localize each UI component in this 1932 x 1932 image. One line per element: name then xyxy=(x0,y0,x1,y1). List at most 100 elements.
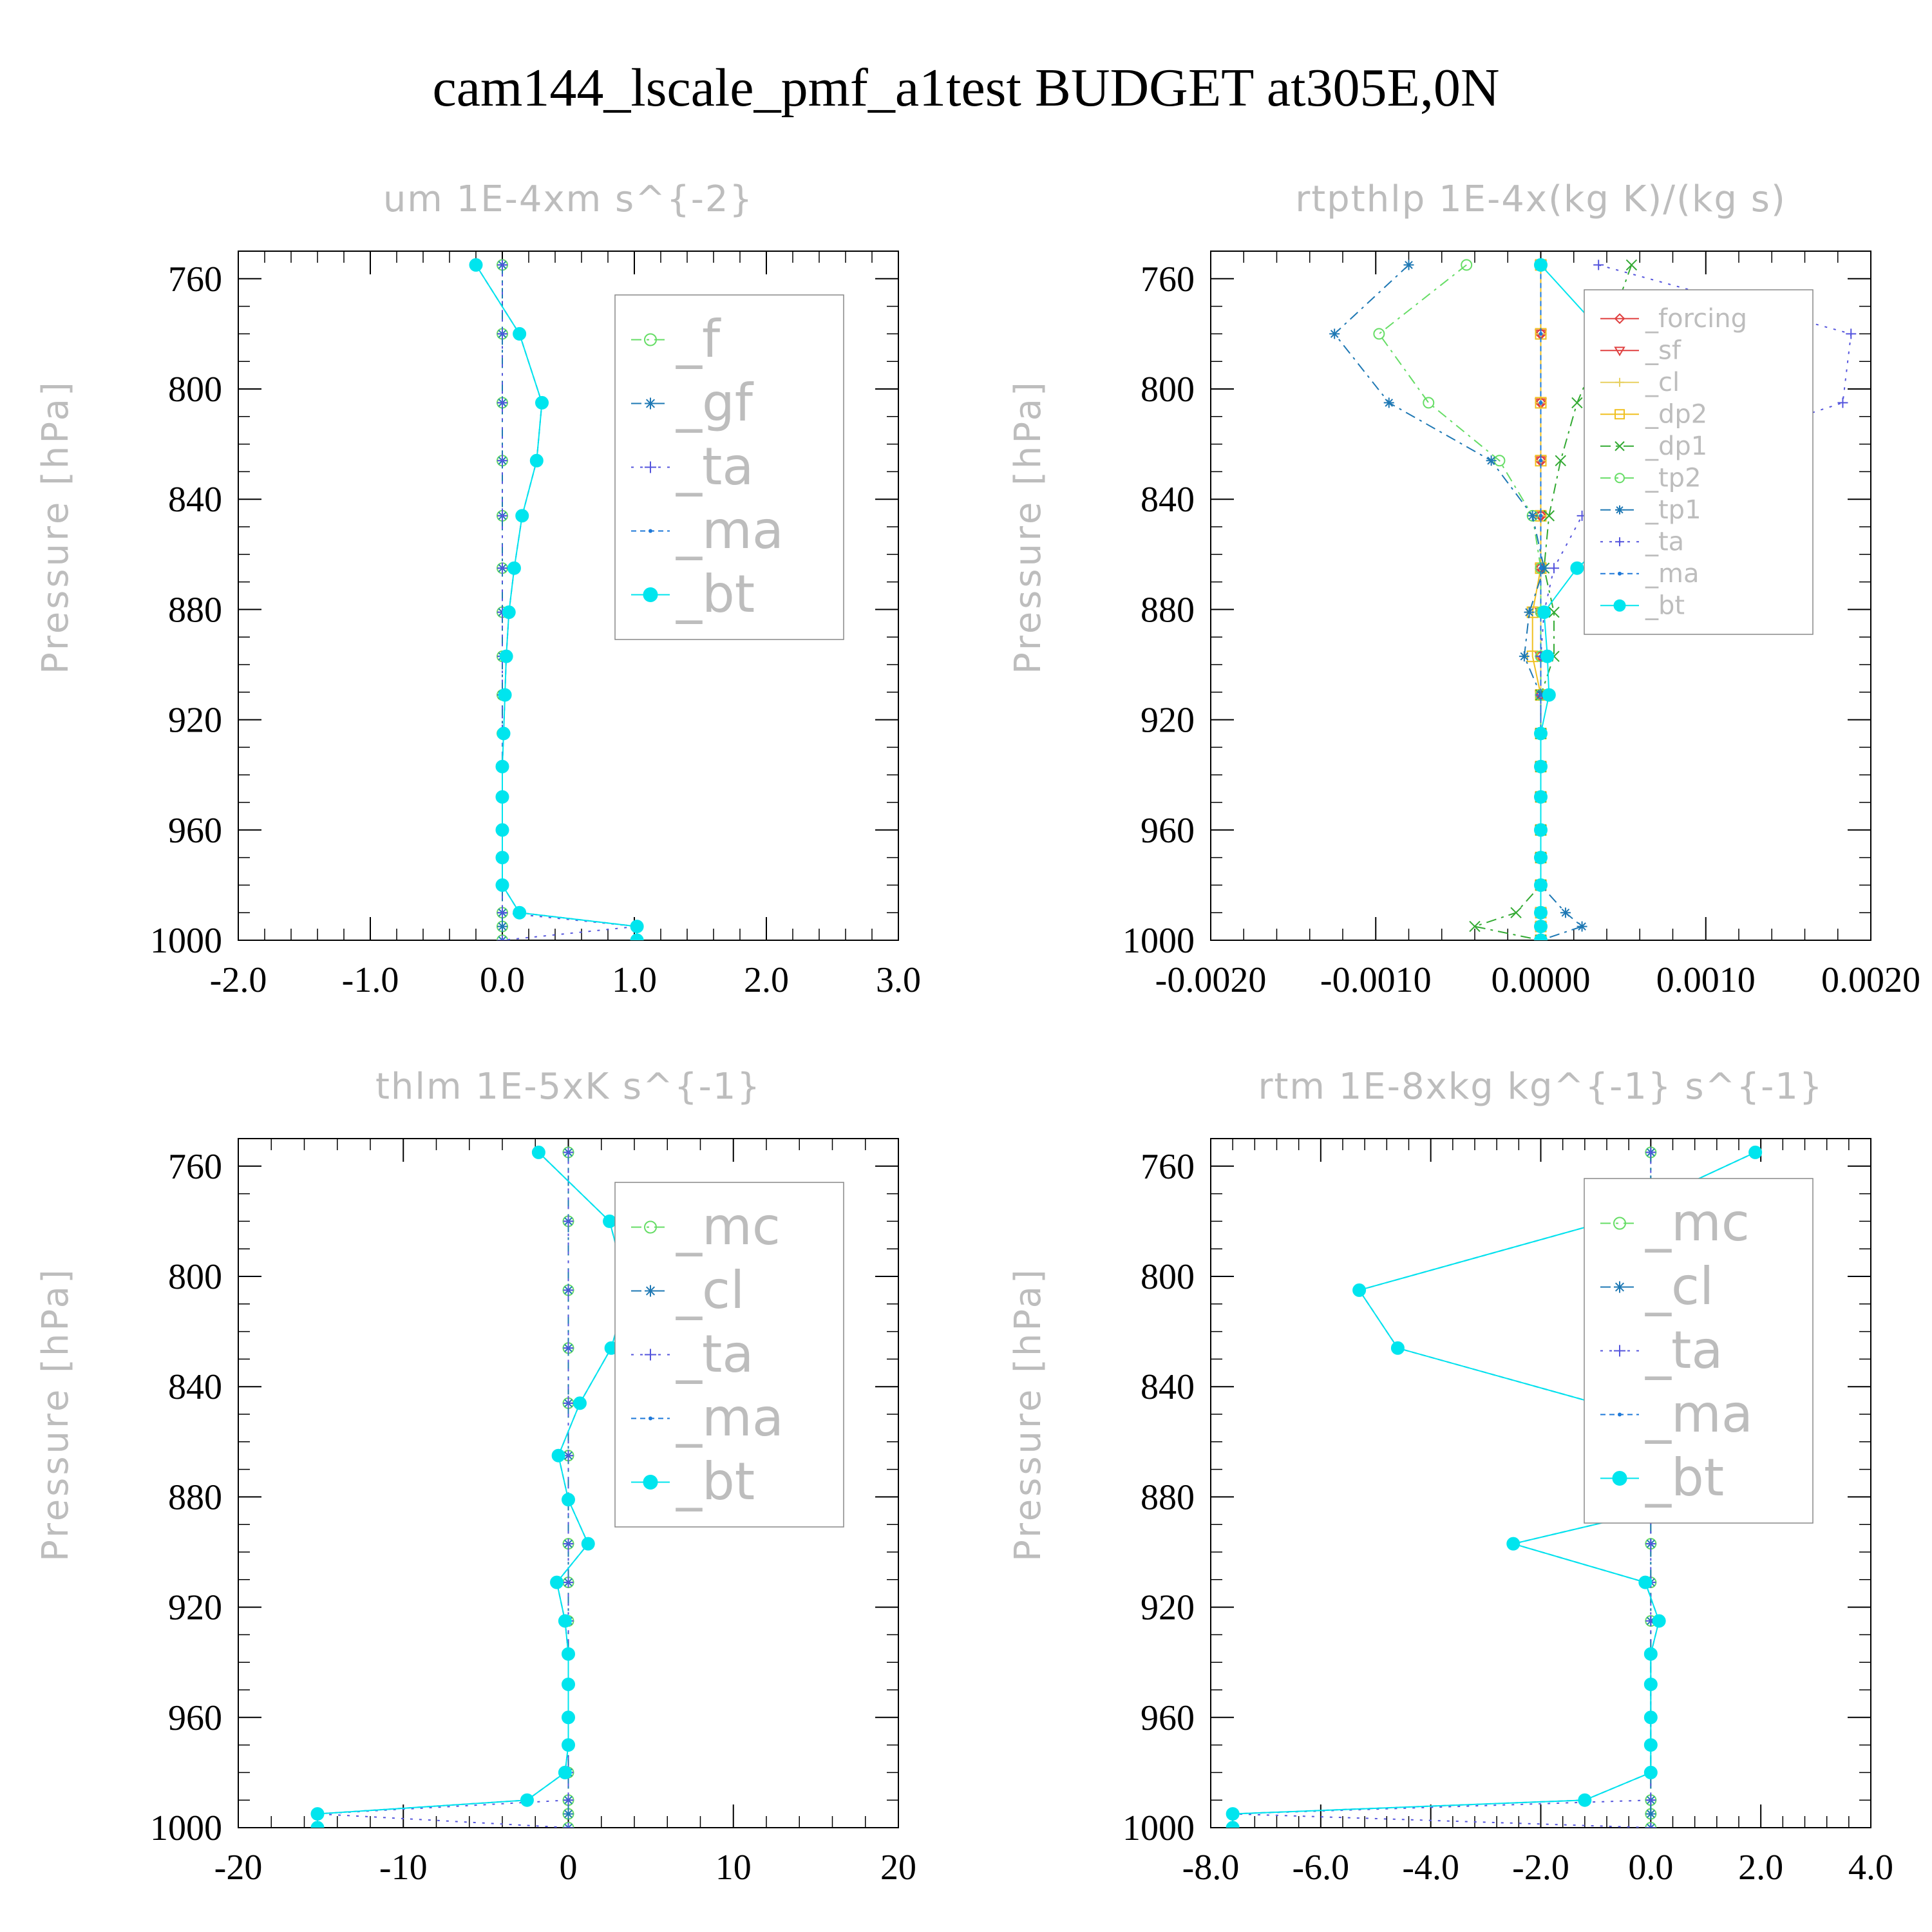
data-point-bt xyxy=(573,1396,587,1410)
data-point-ta xyxy=(1549,563,1559,574)
data-point-bt xyxy=(498,688,512,702)
data-point-dp1 xyxy=(1625,259,1638,271)
series-line-bt xyxy=(475,264,638,940)
legend-marker xyxy=(1615,473,1625,484)
legend-marker xyxy=(1615,505,1624,515)
y-tick-label: 880 xyxy=(168,1477,222,1517)
legend-label: _dp2 xyxy=(1645,399,1707,429)
x-tick-label: 2.0 xyxy=(744,960,789,1000)
data-point-bt xyxy=(562,1677,575,1691)
x-tick-label: 4.0 xyxy=(1848,1848,1893,1888)
series-line-ma xyxy=(317,1151,629,1828)
y-tick-label: 1000 xyxy=(150,1808,222,1848)
legend-marker xyxy=(1613,599,1626,612)
data-point-bt xyxy=(558,1614,572,1628)
legend-marker xyxy=(1612,1471,1627,1486)
legend-label: _bt xyxy=(1645,591,1685,620)
data-point-bt xyxy=(495,823,509,837)
data-point-cl xyxy=(1645,1808,1656,1819)
legend-marker xyxy=(1615,409,1625,420)
data-point-bt xyxy=(495,878,509,892)
x-tick-label: -6.0 xyxy=(1293,1848,1350,1888)
data-point-tp1 xyxy=(1560,907,1571,918)
x-tick-label: -10 xyxy=(379,1848,428,1888)
legend-label: _f xyxy=(676,309,721,369)
y-tick-label: 920 xyxy=(168,701,222,741)
legend-label: _bt xyxy=(676,1452,755,1511)
data-point-bt xyxy=(497,726,511,741)
legend-marker xyxy=(643,1475,658,1490)
data-point-ta xyxy=(497,328,507,339)
data-point-bt xyxy=(1540,649,1555,663)
data-point-tp2 xyxy=(1423,397,1435,409)
y-tick-label: 760 xyxy=(168,260,222,299)
data-point-cl xyxy=(563,1808,574,1819)
data-point-bt xyxy=(551,1448,565,1463)
data-point-gf xyxy=(497,921,507,932)
legend-marker xyxy=(645,461,656,473)
data-point-bt xyxy=(562,1493,575,1507)
data-point-bt xyxy=(1534,878,1548,892)
legend-marker xyxy=(1615,537,1624,547)
panel-title: rtpthlp 1E-4x(kg K)/(kg s) xyxy=(1295,178,1786,220)
x-tick-label: 0.0 xyxy=(1628,1848,1673,1888)
data-point-tp1 xyxy=(1539,563,1549,574)
data-point-ta xyxy=(497,563,507,574)
panel-title: rtm 1E-8xkg kg^{-1} s^{-1} xyxy=(1258,1066,1823,1108)
series-layer xyxy=(1329,258,1857,940)
legend-label: _ta xyxy=(676,437,753,497)
data-point-bt xyxy=(495,790,509,804)
x-tick-label: 10 xyxy=(715,1848,752,1888)
data-point-bt xyxy=(1537,605,1551,620)
data-point-bt xyxy=(495,759,509,773)
legend-label: _tp1 xyxy=(1645,495,1701,525)
y-tick-label: 840 xyxy=(168,480,222,520)
data-point-dp1 xyxy=(1555,455,1566,466)
figure-title: cam144_lscale_pmf_a1test BUDGET at305E,0… xyxy=(432,58,1500,118)
legend-marker xyxy=(645,1349,656,1361)
legend-marker xyxy=(644,1220,657,1234)
data-point-tp1 xyxy=(1519,651,1530,662)
data-point-ta xyxy=(1645,1147,1656,1158)
data-point-bt xyxy=(550,1575,564,1589)
legend-label: _tp2 xyxy=(1645,463,1701,493)
legend-marker xyxy=(649,1416,652,1421)
data-point-bt xyxy=(1352,1283,1367,1297)
y-tick-label: 800 xyxy=(1141,1257,1195,1297)
data-point-ta xyxy=(497,397,507,408)
data-point-bt xyxy=(1534,258,1548,272)
data-point-ma xyxy=(1539,513,1543,518)
legend-label: _ta xyxy=(676,1324,753,1384)
y-tick-label: 840 xyxy=(1141,480,1195,520)
legend-label: _forcing xyxy=(1645,304,1747,334)
x-tick-label: -1.0 xyxy=(342,960,399,1000)
data-point-bt xyxy=(531,1145,545,1159)
legend-label: _ta xyxy=(1645,527,1684,556)
plot-frame xyxy=(238,251,899,941)
legend-label: _bt xyxy=(676,564,755,624)
data-point-bt xyxy=(581,1537,595,1551)
x-tick-label: -8.0 xyxy=(1182,1848,1240,1888)
data-point-bt xyxy=(562,1738,575,1752)
data-point-tp2 xyxy=(1461,259,1473,271)
legend-marker xyxy=(645,397,656,410)
data-point-bt xyxy=(1226,1821,1240,1828)
y-tick-label: 1000 xyxy=(150,921,222,961)
chart-panel-3: rtm 1E-8xkg kg^{-1} s^{-1} Pressure [hPa]… xyxy=(1007,1066,1893,1888)
data-point-bt xyxy=(603,1214,617,1228)
data-point-bt xyxy=(630,920,644,934)
data-point-bt xyxy=(1534,905,1548,920)
data-point-ta xyxy=(1837,397,1848,408)
chart-panel-1: rtpthlp 1E-4x(kg K)/(kg s) Pressure [hPa]… xyxy=(1007,178,1920,1000)
data-point-ta xyxy=(1846,328,1857,339)
x-tick-label: -2.0 xyxy=(210,960,267,1000)
data-point-bt xyxy=(310,1807,325,1821)
y-tick-label: 920 xyxy=(168,1588,222,1628)
legend-label: _mc xyxy=(1645,1193,1750,1253)
y-tick-label: 880 xyxy=(1141,590,1195,630)
data-point-bt xyxy=(1570,561,1584,575)
data-point-bt xyxy=(513,327,527,341)
data-point-ta xyxy=(497,260,507,270)
data-point-ta xyxy=(1593,260,1604,270)
x-tick-label: 0.0010 xyxy=(1656,960,1756,1000)
